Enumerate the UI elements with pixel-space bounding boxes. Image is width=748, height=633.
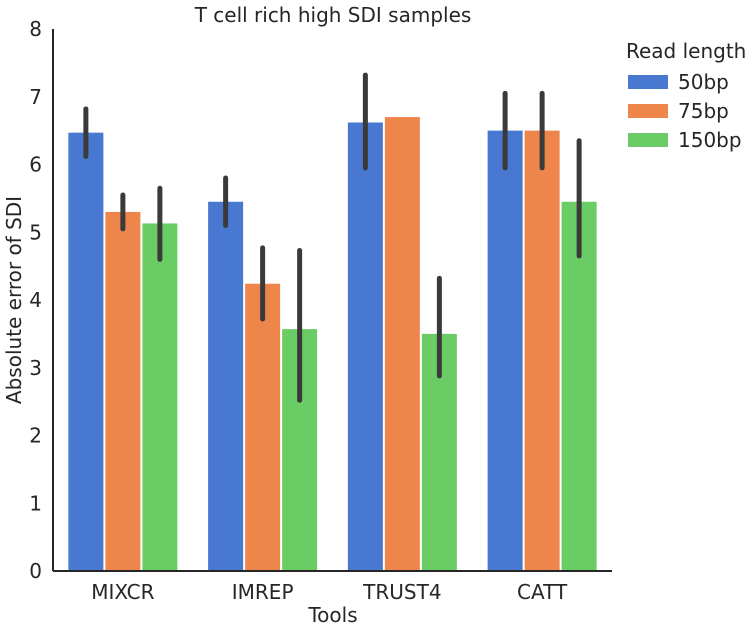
y-tick-label: 8 xyxy=(29,17,42,41)
legend-label-50bp: 50bp xyxy=(678,70,729,94)
y-tick-label: 3 xyxy=(29,356,42,380)
bar-150bp-mixcr xyxy=(142,223,178,571)
legend: Read length 50bp 75bp 150bp xyxy=(626,39,746,152)
y-tick-label: 1 xyxy=(29,491,42,515)
y-tick-label: 7 xyxy=(29,85,42,109)
bar-75bp-trust4 xyxy=(384,117,420,571)
axes-layer xyxy=(52,29,612,572)
x-tick-label: TRUST4 xyxy=(362,580,441,604)
bar-50bp-mixcr xyxy=(68,132,104,571)
x-tick-label: IMREP xyxy=(232,580,294,604)
y-tick-label: 2 xyxy=(29,424,42,448)
error-bars-layer xyxy=(83,72,582,403)
y-tick-label: 6 xyxy=(29,153,42,177)
legend-swatch-50bp xyxy=(628,75,668,89)
bar-75bp-mixcr xyxy=(105,211,141,572)
bars-layer xyxy=(68,117,597,572)
x-tick-label: MIXCR xyxy=(91,580,154,604)
bar-75bp-catt xyxy=(524,130,560,571)
y-tick-label: 5 xyxy=(29,220,42,244)
bar-50bp-trust4 xyxy=(347,122,383,572)
bar-50bp-catt xyxy=(487,130,523,571)
bar-150bp-catt xyxy=(561,201,597,571)
legend-swatch-150bp xyxy=(628,133,668,147)
legend-title: Read length xyxy=(626,39,746,63)
bar-75bp-imrep xyxy=(245,283,281,571)
bar-50bp-imrep xyxy=(208,201,244,571)
x-axis-label: Tools xyxy=(307,603,357,627)
legend-label-75bp: 75bp xyxy=(678,99,729,123)
y-axis-label: Absolute error of SDI xyxy=(2,196,26,404)
y-tick-label: 4 xyxy=(29,288,42,312)
legend-swatch-75bp xyxy=(628,104,668,118)
y-tick-label: 0 xyxy=(29,559,42,583)
chart-title: T cell rich high SDI samples xyxy=(194,3,472,27)
legend-label-150bp: 150bp xyxy=(678,128,742,152)
y-ticks: 0 1 2 3 4 5 6 7 8 xyxy=(29,17,42,583)
x-tick-label: CATT xyxy=(517,580,568,604)
x-ticks: MIXCR IMREP TRUST4 CATT xyxy=(91,580,568,604)
